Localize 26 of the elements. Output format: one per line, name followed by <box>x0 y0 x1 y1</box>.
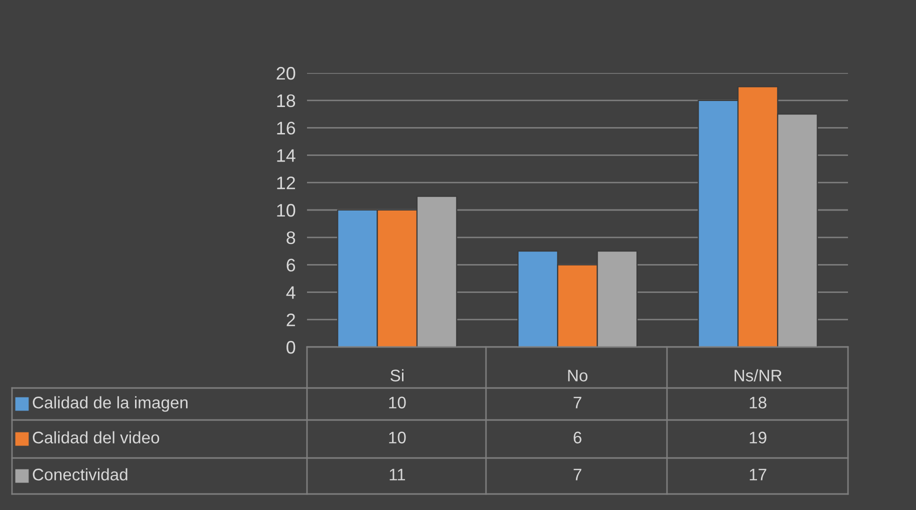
y-tick-label: 20 <box>276 66 296 80</box>
y-tick-label: 8 <box>286 231 296 244</box>
legend-label: Conectividad <box>32 468 128 480</box>
y-tick-label: 14 <box>277 149 296 162</box>
data-label: 10 <box>389 432 406 444</box>
data-label: 6 <box>574 432 582 444</box>
data-label: 17 <box>750 468 766 480</box>
y-tick-label: 16 <box>277 122 296 135</box>
x-tick-label: Si <box>390 369 404 382</box>
y-tick-label: 6 <box>286 258 296 272</box>
data-label: 11 <box>390 468 406 480</box>
y-tick-label: 2 <box>286 314 295 326</box>
y-tick-label: 0 <box>286 340 296 354</box>
legend-label: Calidad de la imagen <box>32 396 188 412</box>
data-label: 7 <box>574 396 582 408</box>
y-tick-label: 18 <box>277 94 296 108</box>
legend-label: Calidad del video <box>32 431 160 444</box>
data-label: 19 <box>750 432 766 444</box>
data-label: 7 <box>574 468 582 480</box>
data-label: 10 <box>389 396 406 408</box>
x-tick-label: Ns/NR <box>734 369 782 382</box>
y-tick-label: 4 <box>286 286 296 299</box>
y-tick-label: 12 <box>277 176 295 190</box>
x-tick-label: No <box>568 370 588 382</box>
data-label: 18 <box>750 396 766 408</box>
y-tick-label: 10 <box>277 204 296 217</box>
